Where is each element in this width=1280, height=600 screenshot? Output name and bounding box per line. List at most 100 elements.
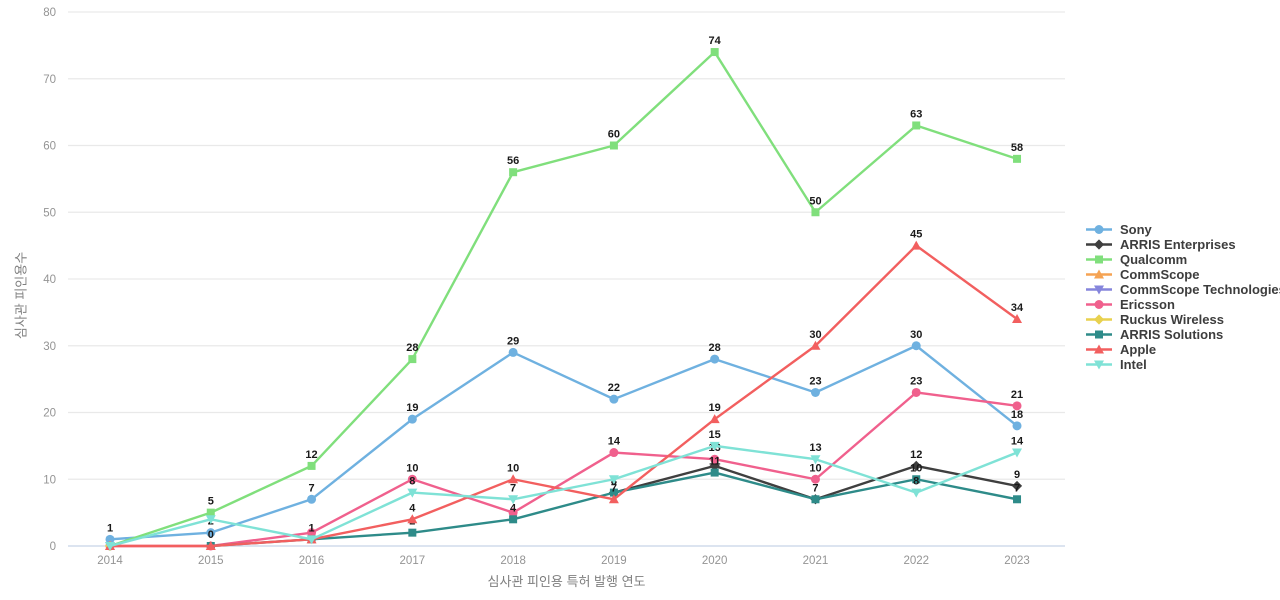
data-point-qualcomm-2021[interactable]: [811, 208, 820, 217]
series-line-intel: [109, 444, 1018, 548]
data-point-label: 4: [409, 502, 416, 514]
y-tick-label: 10: [43, 474, 56, 486]
legend-item-apple[interactable]: Apple: [1084, 342, 1280, 357]
x-tick-label: 2016: [299, 555, 325, 567]
legend-marker-glyph: [1093, 239, 1105, 250]
legend-label: CommScope: [1120, 267, 1200, 282]
legend-label: CommScope Technologies: [1120, 282, 1280, 297]
y-tick-label: 60: [43, 141, 56, 153]
legend-marker-glyph: [1095, 255, 1103, 264]
data-point-intel-2019[interactable]: [608, 475, 619, 485]
data-point-qualcomm-2019[interactable]: [609, 141, 618, 150]
data-point-arris-solutions-2021[interactable]: [811, 495, 820, 504]
legend-item-commscope[interactable]: CommScope: [1084, 267, 1280, 282]
data-point-apple-2017[interactable]: [407, 514, 418, 524]
data-point-apple-2022[interactable]: [911, 240, 922, 250]
x-tick-label: 2017: [400, 555, 426, 567]
legend-item-arris-solutions[interactable]: ARRIS Solutions: [1084, 327, 1280, 342]
legend-item-sony[interactable]: Sony: [1084, 222, 1280, 237]
data-point-apple-2021[interactable]: [810, 340, 821, 350]
data-point-sony-2014[interactable]: [105, 534, 115, 544]
data-point-intel-2023[interactable]: [1012, 448, 1023, 458]
data-point-label: 7: [1014, 482, 1020, 494]
data-point-label: 30: [809, 329, 821, 341]
data-point-qualcomm-2020[interactable]: [710, 48, 719, 57]
data-point-intel-2021[interactable]: [810, 455, 821, 465]
ruckus-wireless-legend-marker-icon: [1086, 314, 1112, 325]
data-point-ericsson-2017[interactable]: [407, 474, 417, 484]
sony-legend-marker-icon: [1086, 225, 1112, 234]
data-point-label: 0: [208, 529, 214, 541]
legend-item-qualcomm[interactable]: Qualcomm: [1084, 252, 1280, 267]
data-point-arris-solutions-2018[interactable]: [509, 515, 518, 524]
data-point-apple-2015[interactable]: [205, 541, 216, 550]
data-point-apple-2019[interactable]: [608, 494, 619, 504]
data-point-arris-solutions-2023[interactable]: [1013, 495, 1022, 504]
data-point-ericsson-2018[interactable]: [508, 508, 518, 518]
data-point-intel-2015[interactable]: [205, 515, 216, 525]
data-point-qualcomm-2018[interactable]: [509, 168, 518, 177]
data-point-arris-solutions-2020[interactable]: [710, 468, 719, 477]
data-point-label: 23: [910, 375, 922, 387]
data-point-ericsson-2021[interactable]: [810, 474, 820, 484]
data-point-label: 21: [1011, 389, 1023, 401]
legend-marker-glyph: [1095, 330, 1103, 339]
intel-legend-marker-icon: [1086, 360, 1112, 370]
data-point-qualcomm-2015[interactable]: [206, 508, 215, 517]
data-point-sony-2020[interactable]: [710, 354, 720, 364]
x-tick-label: 2021: [803, 555, 829, 567]
x-tick-label: 2023: [1004, 555, 1030, 567]
data-point-intel-2017[interactable]: [407, 488, 418, 498]
legend-label: Apple: [1120, 342, 1157, 357]
legend-item-arris-enterprises[interactable]: ARRIS Enterprises: [1084, 237, 1280, 252]
data-point-apple-2020[interactable]: [709, 414, 720, 424]
data-point-sony-2017[interactable]: [407, 414, 417, 424]
data-point-ericsson-2022[interactable]: [911, 387, 921, 397]
legend-label: ARRIS Solutions: [1120, 327, 1224, 342]
data-point-label: 30: [910, 329, 922, 341]
data-point-intel-2022[interactable]: [911, 488, 922, 498]
series-ericsson: 101413102321: [105, 375, 1023, 551]
data-point-arris-solutions-2017[interactable]: [408, 528, 417, 537]
data-point-intel-2020[interactable]: [709, 441, 720, 451]
data-point-label: 12: [305, 449, 317, 461]
data-point-label: 34: [1011, 302, 1024, 314]
data-point-apple-2018[interactable]: [508, 474, 519, 484]
data-point-sony-2023[interactable]: [1012, 421, 1022, 431]
y-tick-label: 30: [43, 341, 56, 353]
data-point-arris-enterprises-2020[interactable]: [709, 460, 720, 471]
data-point-sony-2015[interactable]: [206, 528, 216, 538]
data-point-qualcomm-2017[interactable]: [408, 355, 417, 364]
data-point-apple-2023[interactable]: [1012, 314, 1023, 324]
data-point-label: 8: [913, 476, 919, 488]
legend-item-ericsson[interactable]: Ericsson: [1084, 297, 1280, 312]
data-point-sony-2022[interactable]: [911, 341, 921, 351]
y-tick-label: 70: [43, 74, 56, 86]
legend-item-intel[interactable]: Intel: [1084, 357, 1280, 372]
data-point-arris-solutions-2019[interactable]: [609, 488, 618, 497]
series-line-ericsson: [110, 391, 1018, 548]
data-point-arris-enterprises-2023[interactable]: [1011, 480, 1023, 492]
data-point-ericsson-2019[interactable]: [609, 448, 619, 458]
legend-item-ruckus-wireless[interactable]: Ruckus Wireless: [1084, 312, 1280, 327]
data-point-sony-2016[interactable]: [307, 494, 317, 504]
commscope-legend-marker-icon: [1086, 269, 1112, 279]
data-point-ericsson-2023[interactable]: [1012, 401, 1022, 411]
data-point-sony-2019[interactable]: [609, 394, 619, 404]
legend-item-commscope-technologies[interactable]: CommScope Technologies: [1084, 282, 1280, 297]
data-point-arris-enterprises-2022[interactable]: [911, 460, 922, 471]
data-point-intel-2016[interactable]: [306, 535, 317, 545]
data-point-ericsson-2020[interactable]: [710, 454, 720, 464]
data-point-qualcomm-2016[interactable]: [307, 461, 316, 470]
legend-marker-glyph: [1094, 360, 1104, 370]
data-point-qualcomm-2022[interactable]: [912, 121, 921, 130]
data-point-sony-2018[interactable]: [508, 347, 518, 357]
x-axis-title: 심사관 피인용 특허 발행 연도: [487, 574, 646, 589]
data-point-ericsson-2016[interactable]: [307, 528, 317, 538]
data-point-intel-2018[interactable]: [508, 495, 519, 505]
data-point-sony-2021[interactable]: [810, 387, 820, 397]
data-point-label: 4: [510, 502, 517, 514]
data-point-intel-2014[interactable]: [105, 542, 115, 551]
data-point-qualcomm-2023[interactable]: [1013, 154, 1022, 163]
data-point-arris-solutions-2022[interactable]: [912, 475, 921, 484]
